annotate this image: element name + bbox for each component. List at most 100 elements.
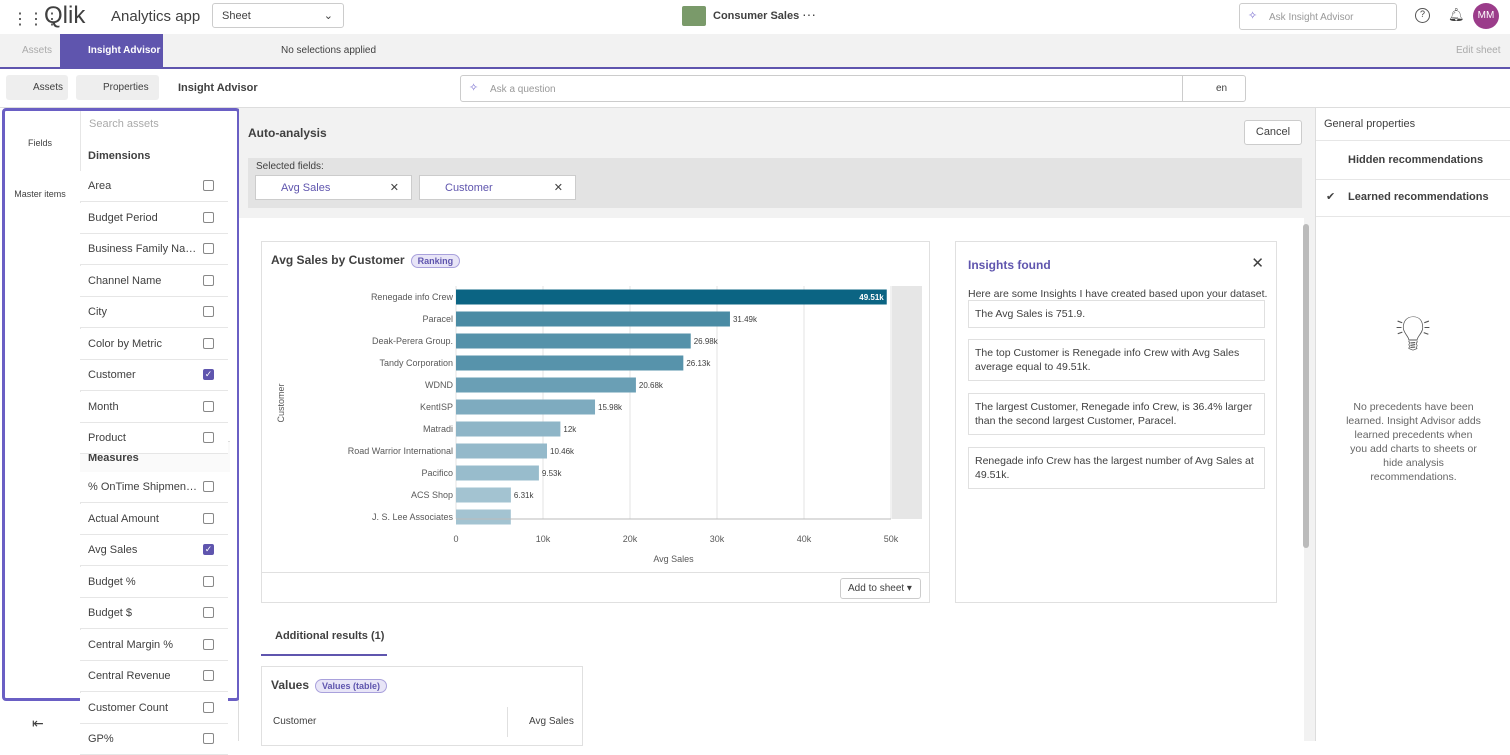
add-to-sheet[interactable]: Add to sheet ▾	[840, 578, 921, 599]
checkbox	[203, 243, 214, 254]
field-row[interactable]: City	[80, 297, 228, 328]
insight-advisor-button[interactable]: Insight Advisor	[60, 34, 163, 67]
field-label: Business Family Na…	[88, 243, 197, 255]
checkbox: ✓	[203, 369, 214, 380]
value-label: 6.31k	[514, 491, 535, 500]
field-label: Avg Sales	[88, 544, 138, 556]
tab[interactable]: Assets	[6, 75, 68, 100]
y-tick-label: Tandy Corporation	[379, 358, 453, 368]
field-row[interactable]: Channel Name	[80, 265, 228, 297]
title: Values	[271, 678, 310, 692]
field-row[interactable]: Actual Amount	[80, 503, 228, 535]
selections: No selections applied	[281, 45, 377, 56]
field-row[interactable]: % OnTime Shipmen…	[80, 472, 228, 503]
panel-title: Insight Advisor	[178, 82, 258, 94]
heading: Auto-analysis	[248, 126, 327, 140]
y-axis-label: Customer	[276, 383, 286, 422]
insights-card: Insights found ✕ Here are some Insights …	[955, 241, 1277, 603]
sheet-dropdown[interactable]: Sheet ⌄	[212, 3, 344, 28]
field-row[interactable]: Budget $	[80, 598, 228, 629]
item[interactable]: Hidden recommendations	[1316, 140, 1510, 180]
avatar[interactable]: MM	[1473, 3, 1499, 29]
field-row[interactable]: Customer ✓	[80, 360, 228, 391]
nav-item[interactable]: Master items	[14, 189, 66, 199]
x-tick-label: 50k	[884, 534, 899, 544]
field-row[interactable]: Avg Sales ✓	[80, 535, 228, 566]
value-label: 9.53k	[542, 469, 563, 478]
checkbox	[203, 670, 214, 681]
checkbox	[203, 638, 214, 650]
bar	[456, 289, 887, 305]
y-tick-label: Matradi	[423, 424, 453, 434]
checkbox	[203, 701, 214, 713]
help[interactable]: ?	[1415, 8, 1430, 23]
checkbox	[203, 337, 214, 349]
y-tick-label: Road Warrior International	[348, 446, 453, 456]
field-row[interactable]: Color by Metric	[80, 328, 228, 360]
bell[interactable]: 🔔︎	[1448, 7, 1465, 22]
title: Avg Sales by Customer	[271, 253, 405, 267]
scrollbar	[1303, 224, 1309, 548]
bar	[456, 509, 511, 525]
ask-box[interactable]: ✧ Ask Insight Advisor	[1239, 3, 1397, 30]
nav-item[interactable]: Fields	[27, 138, 52, 148]
item-label: Learned recommendations	[1348, 191, 1489, 203]
chart-title: Avg Sales by Customer Ranking	[271, 253, 461, 268]
field-row[interactable]: Business Family Na…	[80, 234, 228, 265]
field-row[interactable]: Central Margin %	[80, 629, 228, 661]
menu-icon[interactable]: ⋮⋮⋮	[12, 11, 60, 28]
placeholder: Ask a question	[490, 84, 556, 95]
field-chip[interactable]: Avg Sales ✕	[255, 175, 412, 200]
placeholder: Ask Insight Advisor	[1269, 12, 1354, 23]
field-label: Color by Metric	[88, 337, 162, 350]
search-assets[interactable]: Search assets	[89, 118, 159, 130]
left-panel: Fields Master items ⇤ Search assets Dime…	[0, 108, 240, 755]
field-row[interactable]: Budget Period	[80, 202, 228, 234]
item-label: Hidden recommendations	[1348, 154, 1484, 166]
toolbar: Assets Insight Advisor No selections app…	[0, 34, 1510, 69]
chart: 0 10k 20k 30k 40k 50k Avg Sales Customer Renegad…	[276, 286, 922, 564]
field-label: Budget $	[88, 607, 133, 619]
x-tick-label: 10k	[536, 534, 551, 544]
item[interactable]: ✔ Learned recommendations	[1316, 178, 1510, 217]
field-row[interactable]: GP%	[80, 724, 228, 755]
bar	[456, 487, 511, 503]
more[interactable]: ···	[802, 6, 816, 22]
app-thumb	[682, 6, 706, 26]
field-row[interactable]: Customer Count	[80, 692, 228, 724]
cancel-button[interactable]: Cancel	[1244, 120, 1302, 145]
question-box[interactable]: ✧ Ask a question en	[460, 75, 1246, 102]
language[interactable]: en	[1216, 83, 1228, 94]
y-tick-label: WDND	[425, 380, 453, 390]
tab[interactable]: Properties	[76, 75, 159, 100]
insight: The Avg Sales is 751.9.	[968, 300, 1265, 328]
button-label: Insight Advisor	[88, 45, 161, 56]
value-label: 49.51k	[859, 293, 884, 302]
x-tick-label: 40k	[797, 534, 812, 544]
edit-sheet[interactable]: Edit sheet	[1456, 45, 1501, 56]
field-label: Budget Period	[88, 211, 158, 224]
value-label: 26.13k	[686, 359, 711, 368]
field-row[interactable]: Central Revenue	[80, 661, 228, 692]
bar	[456, 399, 596, 415]
collapse[interactable]: ⇤	[32, 715, 44, 731]
checkbox	[203, 481, 214, 492]
divider	[262, 572, 929, 573]
x-tick-label: 0	[453, 534, 458, 544]
selected-fields: Selected fields: Avg Sales ✕ Customer ✕	[248, 158, 1302, 208]
value-label: 26.98k	[694, 337, 719, 346]
tab[interactable]: Additional results (1)	[261, 618, 387, 656]
field-label: GP%	[88, 733, 114, 745]
bar	[456, 377, 636, 393]
close[interactable]: ✕	[1251, 255, 1264, 272]
checkbox	[203, 512, 214, 524]
divider	[507, 707, 508, 737]
field-label: Area	[88, 180, 112, 192]
chip-label: Avg Sales	[281, 182, 331, 194]
field-row[interactable]: Month	[80, 391, 228, 423]
assets-toggle[interactable]: Assets	[22, 45, 53, 56]
field-row[interactable]: Product	[80, 423, 228, 454]
field-chip[interactable]: Customer ✕	[419, 175, 576, 200]
field-row[interactable]: Area	[80, 171, 228, 202]
field-row[interactable]: Budget %	[80, 566, 228, 598]
